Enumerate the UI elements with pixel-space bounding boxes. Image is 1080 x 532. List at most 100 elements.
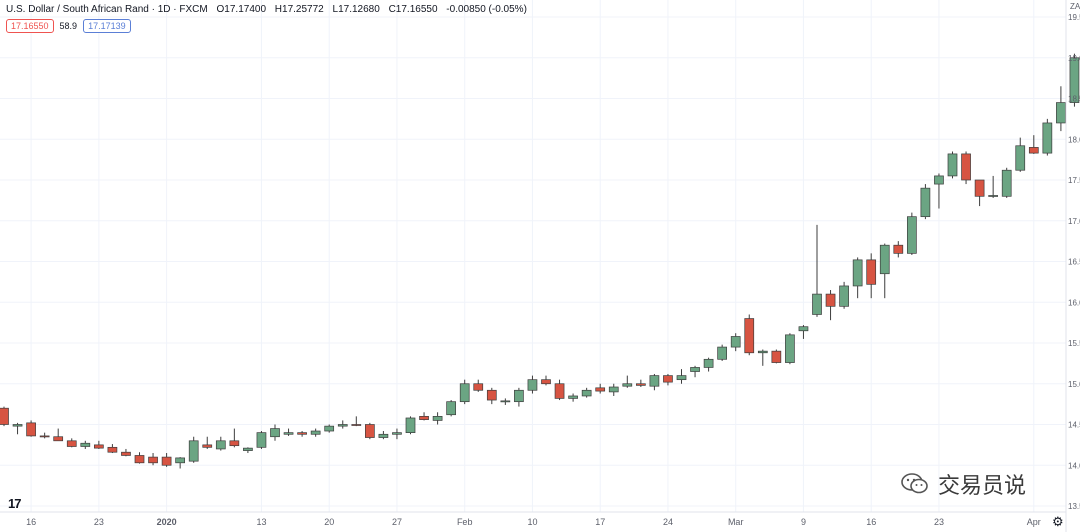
candle-body [134,455,145,464]
candle-body [459,383,470,403]
x-tick-label: 16 [26,517,36,527]
candle-up [690,365,700,378]
candle-body [93,444,104,449]
candle-down [595,383,606,394]
candle-up [988,175,999,198]
candle-up [649,373,660,391]
candle-body [771,350,782,363]
candle-body [514,389,524,403]
gear-icon[interactable]: ⚙ [1052,514,1064,529]
candle-down [961,151,971,185]
candle-up [188,436,199,463]
candle-body [785,334,795,363]
candle-up [1015,137,1026,172]
x-tick-label: 23 [934,517,944,527]
candle-body [825,293,836,307]
candle-up [459,379,470,405]
candle-body [676,375,687,381]
x-tick-label: 17 [595,517,605,527]
open-value: O17.17400 [216,4,267,15]
candle-up [500,398,511,405]
candle-down [202,436,213,449]
candle-down [1028,135,1039,154]
candle-down [351,416,362,427]
candle-down [825,290,836,321]
x-tick-label: 10 [527,517,537,527]
candle-body [446,401,456,416]
candle-up [1042,118,1053,156]
candle-down [419,412,429,421]
y-tick-label: 13.50000 [1068,502,1080,511]
y-tick-label: 14.00000 [1068,461,1080,470]
candle-body [148,456,158,464]
candle-up [812,224,822,317]
y-tick-label: 15.00000 [1068,380,1080,389]
candle-up [256,431,267,449]
candle-down [39,432,50,439]
candle-body [351,424,362,426]
candle-body [974,179,985,197]
candle-body [852,259,863,287]
candle-up [608,383,619,396]
candle-body [432,416,443,421]
watermark: 交易员说 [900,468,1026,500]
high-value: H17.25772 [274,4,324,15]
candle-up [405,416,416,435]
candle-up [215,436,226,451]
wechat-icon [901,473,928,494]
candle-up [676,369,687,384]
candle-up [581,387,592,398]
spread-value: 58.9 [59,21,78,31]
candle-body [202,444,213,448]
candle-body [283,432,294,435]
candle-up [568,393,578,402]
quote-badges: 17.16550 58.9 17.17139 [6,19,131,33]
candle-body [26,422,36,437]
candle-up [934,173,944,209]
candle-body [595,387,606,392]
candle-body [337,424,348,427]
x-tick-label: 16 [866,517,876,527]
candle-up [378,431,389,440]
candle-body [947,153,958,177]
candle-body [1028,147,1039,154]
candle-body [256,432,267,448]
candle-up [337,420,348,429]
y-tick-label: 18.50000 [1068,95,1080,104]
candle-body [215,440,226,450]
y-tick-label: 18.00000 [1068,135,1080,144]
time-axis[interactable]: 16 23 2020 13 20 27 Feb 10 17 24 Mar 9 16 23 Apr [0,511,1066,527]
tradingview-logo[interactable]: 17 [8,496,22,511]
currency-label: ZAR [1070,2,1080,11]
candle-body [717,346,728,360]
candle-body [486,389,497,401]
low-value: L17.12680 [332,4,380,15]
candle-body [297,432,307,435]
candle-body [541,379,551,385]
candle-body [866,259,877,285]
candle-body [0,407,9,425]
candle-body [12,424,23,427]
candle-up [80,440,91,449]
price-axis[interactable]: ZAR 19.50000 19.00000 18.50000 18.00000 17.50… [1065,0,1080,532]
candle-body [161,456,172,466]
candle-body [175,457,185,464]
candle-down [0,406,9,427]
bid-badge[interactable]: 17.16550 [6,19,54,33]
candle-up [839,281,849,309]
y-tick-label: 17.50000 [1068,176,1080,185]
x-tick-label: 9 [801,517,806,527]
candle-body [893,244,904,254]
candle-body [378,433,389,438]
candle-down [161,453,172,467]
symbol-title[interactable]: U.S. Dollar / South African Rand · 1D · … [6,4,208,15]
y-tick-label: 19.00000 [1068,54,1080,63]
candle-body [1015,145,1026,171]
candle-body [121,451,131,456]
close-value: C17.16550 [388,4,438,15]
candle-body [1001,169,1012,197]
candle-up [920,184,931,220]
ask-badge[interactable]: 17.17139 [83,19,131,33]
candle-body [812,293,822,315]
